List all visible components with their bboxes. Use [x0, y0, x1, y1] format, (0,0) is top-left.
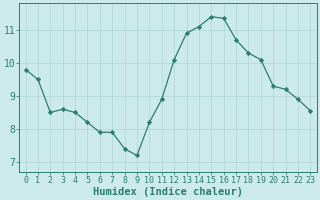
X-axis label: Humidex (Indice chaleur): Humidex (Indice chaleur)	[93, 186, 243, 197]
